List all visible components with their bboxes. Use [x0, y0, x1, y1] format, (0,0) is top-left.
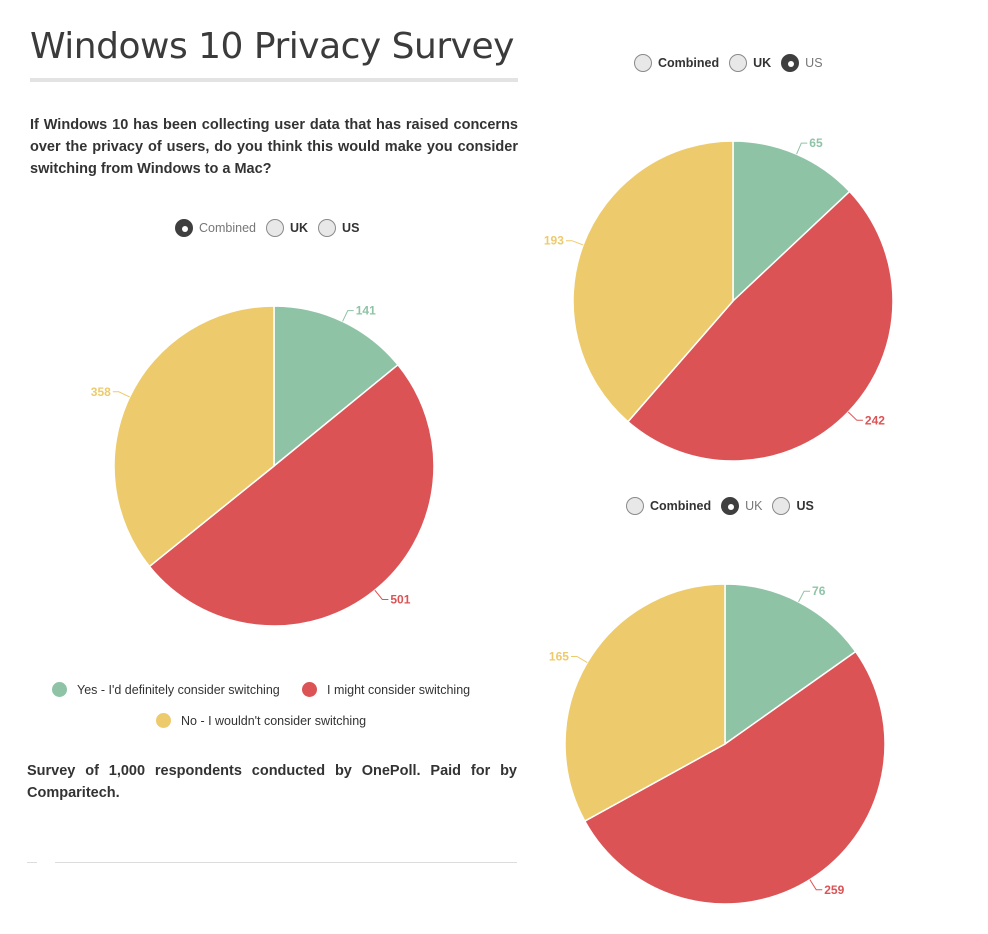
- radio-label: US: [342, 221, 360, 235]
- pie-value-label-might: 501: [390, 593, 410, 607]
- footer-rule-tick: [27, 862, 37, 863]
- radio-circle-icon: [318, 219, 337, 237]
- radio-label: Combined: [658, 56, 720, 70]
- radio-uk[interactable]: UK: [729, 54, 771, 72]
- legend-item-no[interactable]: No - I wouldn't consider switching: [156, 713, 366, 728]
- radio-circle-icon: [772, 497, 791, 515]
- region-selector-uk-chart: Combined UK US: [626, 497, 824, 515]
- radio-circle-icon: [634, 54, 652, 72]
- pie-label-connector-no: [565, 240, 584, 246]
- pie-value-label-might: 242: [865, 413, 885, 427]
- radio-us[interactable]: US: [318, 219, 359, 237]
- pie-slice-might[interactable]: [148, 363, 435, 627]
- radio-label: Combined: [199, 221, 256, 235]
- radio-uk[interactable]: UK: [265, 219, 309, 237]
- pie-combined: 141 501 358: [91, 304, 435, 627]
- radio-circle-icon: [175, 219, 193, 237]
- footer-rule: [55, 862, 517, 863]
- pie-slice-yes[interactable]: [724, 583, 857, 746]
- radio-circle-icon: [265, 219, 284, 237]
- pie-value-label-yes: 65: [809, 136, 823, 150]
- pie-us: 65 242 193: [544, 136, 894, 462]
- pie-slice-yes[interactable]: [732, 140, 851, 303]
- legend-dot-yes: [52, 682, 67, 697]
- radio-label: US: [805, 56, 823, 70]
- survey-footnote: Survey of 1,000 respondents conducted by…: [27, 763, 517, 801]
- radio-circle-icon: [721, 497, 740, 515]
- legend-label-might: I might consider switching: [327, 682, 471, 697]
- pie-label-connector-no: [112, 391, 130, 398]
- pie-label-connector-yes: [796, 142, 808, 155]
- region-selector-us-chart: Combined UK US: [634, 54, 833, 72]
- radio-label: UK: [745, 499, 763, 513]
- survey-question: If Windows 10 has been collecting user d…: [30, 117, 518, 177]
- pie-slice-might[interactable]: [626, 190, 894, 462]
- pie-uk: 76 259 165: [549, 583, 886, 905]
- radio-label: UK: [289, 221, 309, 235]
- radio-circle-icon: [781, 54, 800, 72]
- pie-label-connector-yes: [798, 590, 811, 603]
- legend-dot-might: [302, 682, 317, 697]
- legend-item-might[interactable]: I might consider switching: [302, 682, 470, 697]
- radio-circle-icon: [729, 54, 748, 72]
- pie-label-connector-might: [809, 879, 823, 891]
- pie-slice-no[interactable]: [113, 305, 275, 568]
- radio-combined[interactable]: Combined: [175, 219, 256, 237]
- radio-label: US: [796, 499, 814, 513]
- legend-label-no: No - I wouldn't consider switching: [181, 713, 367, 728]
- pie-value-label-no: 193: [544, 234, 564, 248]
- region-selector-combined-chart: Combined UK US: [175, 219, 369, 237]
- pie-label-connector-might: [847, 411, 863, 421]
- legend-item-yes[interactable]: Yes - I'd definitely consider switching: [52, 682, 280, 697]
- title-underline: [30, 78, 518, 82]
- radio-uk[interactable]: UK: [721, 497, 762, 515]
- pie-value-label-yes: 141: [356, 304, 376, 318]
- page-title: Windows 10 Privacy Survey: [30, 26, 514, 67]
- legend-label-yes: Yes - I'd definitely consider switching: [77, 682, 280, 697]
- radio-combined[interactable]: Combined: [634, 54, 719, 72]
- pie-label-connector-no: [570, 655, 588, 663]
- radio-circle-icon: [626, 497, 644, 515]
- radio-us[interactable]: US: [781, 54, 823, 72]
- pie-value-label-no: 165: [549, 649, 569, 663]
- pie-value-label-yes: 76: [812, 584, 826, 598]
- radio-combined[interactable]: Combined: [626, 497, 711, 515]
- radio-label: Combined: [650, 499, 712, 513]
- pie-label-connector-yes: [342, 310, 354, 322]
- pie-slice-might[interactable]: [583, 650, 886, 905]
- pie-value-label-might: 259: [824, 883, 844, 897]
- legend-dot-no: [156, 713, 171, 728]
- radio-label: UK: [753, 56, 772, 70]
- pie-slice-no[interactable]: [572, 140, 734, 423]
- radio-us[interactable]: US: [772, 497, 814, 515]
- pie-label-connector-might: [374, 589, 389, 601]
- pie-value-label-no: 358: [91, 385, 111, 399]
